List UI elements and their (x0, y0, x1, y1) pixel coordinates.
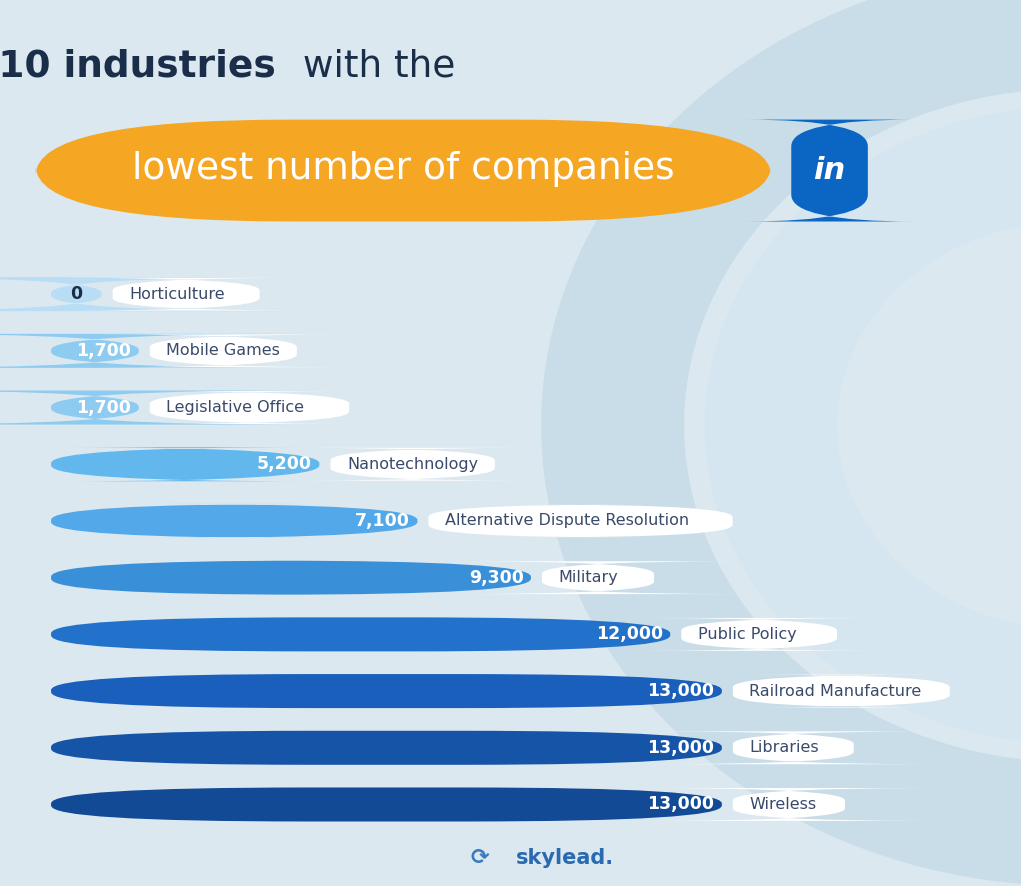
FancyBboxPatch shape (452, 561, 744, 595)
FancyBboxPatch shape (57, 277, 314, 311)
Text: 13,000: 13,000 (647, 682, 715, 700)
Text: 1,700: 1,700 (77, 399, 132, 416)
FancyBboxPatch shape (51, 561, 531, 595)
FancyBboxPatch shape (429, 504, 733, 538)
FancyBboxPatch shape (651, 731, 935, 765)
Text: ⟳: ⟳ (471, 848, 489, 868)
FancyBboxPatch shape (95, 334, 352, 368)
Text: Mobile Games: Mobile Games (166, 344, 280, 358)
FancyBboxPatch shape (51, 788, 722, 821)
FancyBboxPatch shape (0, 391, 308, 424)
Text: Legislative Office: Legislative Office (166, 400, 304, 415)
FancyBboxPatch shape (51, 504, 418, 538)
Text: 0: 0 (70, 285, 83, 303)
Wedge shape (704, 107, 1021, 744)
Text: Public Policy: Public Policy (697, 627, 796, 641)
FancyBboxPatch shape (635, 618, 883, 651)
Text: with the: with the (291, 49, 455, 84)
Text: skylead.: skylead. (516, 848, 614, 868)
FancyBboxPatch shape (733, 674, 950, 708)
Text: Libraries: Libraries (749, 741, 819, 755)
Text: 9,300: 9,300 (469, 569, 524, 587)
Text: Military: Military (558, 571, 619, 585)
FancyBboxPatch shape (51, 674, 722, 708)
Text: lowest number of companies: lowest number of companies (132, 152, 675, 188)
Text: 7,100: 7,100 (355, 512, 410, 530)
Text: Horticulture: Horticulture (129, 287, 225, 301)
Text: The bottom 10 industries: The bottom 10 industries (0, 49, 276, 84)
Text: 13,000: 13,000 (647, 739, 715, 757)
Text: 13,000: 13,000 (647, 796, 715, 813)
FancyBboxPatch shape (643, 788, 935, 821)
FancyBboxPatch shape (51, 731, 722, 765)
Text: Nanotechnology: Nanotechnology (347, 457, 478, 471)
Wedge shape (541, 0, 1021, 886)
FancyBboxPatch shape (147, 391, 352, 424)
Text: 5,200: 5,200 (257, 455, 312, 473)
Text: 1,700: 1,700 (77, 342, 132, 360)
FancyBboxPatch shape (293, 447, 533, 481)
Text: Alternative Dispute Resolution: Alternative Dispute Resolution (445, 514, 689, 528)
Text: in: in (814, 156, 845, 185)
Text: 12,000: 12,000 (596, 626, 663, 643)
FancyBboxPatch shape (36, 120, 771, 222)
FancyBboxPatch shape (51, 618, 670, 651)
FancyBboxPatch shape (0, 277, 308, 311)
FancyBboxPatch shape (51, 447, 320, 481)
Text: Railroad Manufacture: Railroad Manufacture (749, 684, 922, 698)
FancyBboxPatch shape (745, 120, 914, 222)
Text: Wireless: Wireless (749, 797, 817, 812)
FancyBboxPatch shape (0, 334, 308, 368)
